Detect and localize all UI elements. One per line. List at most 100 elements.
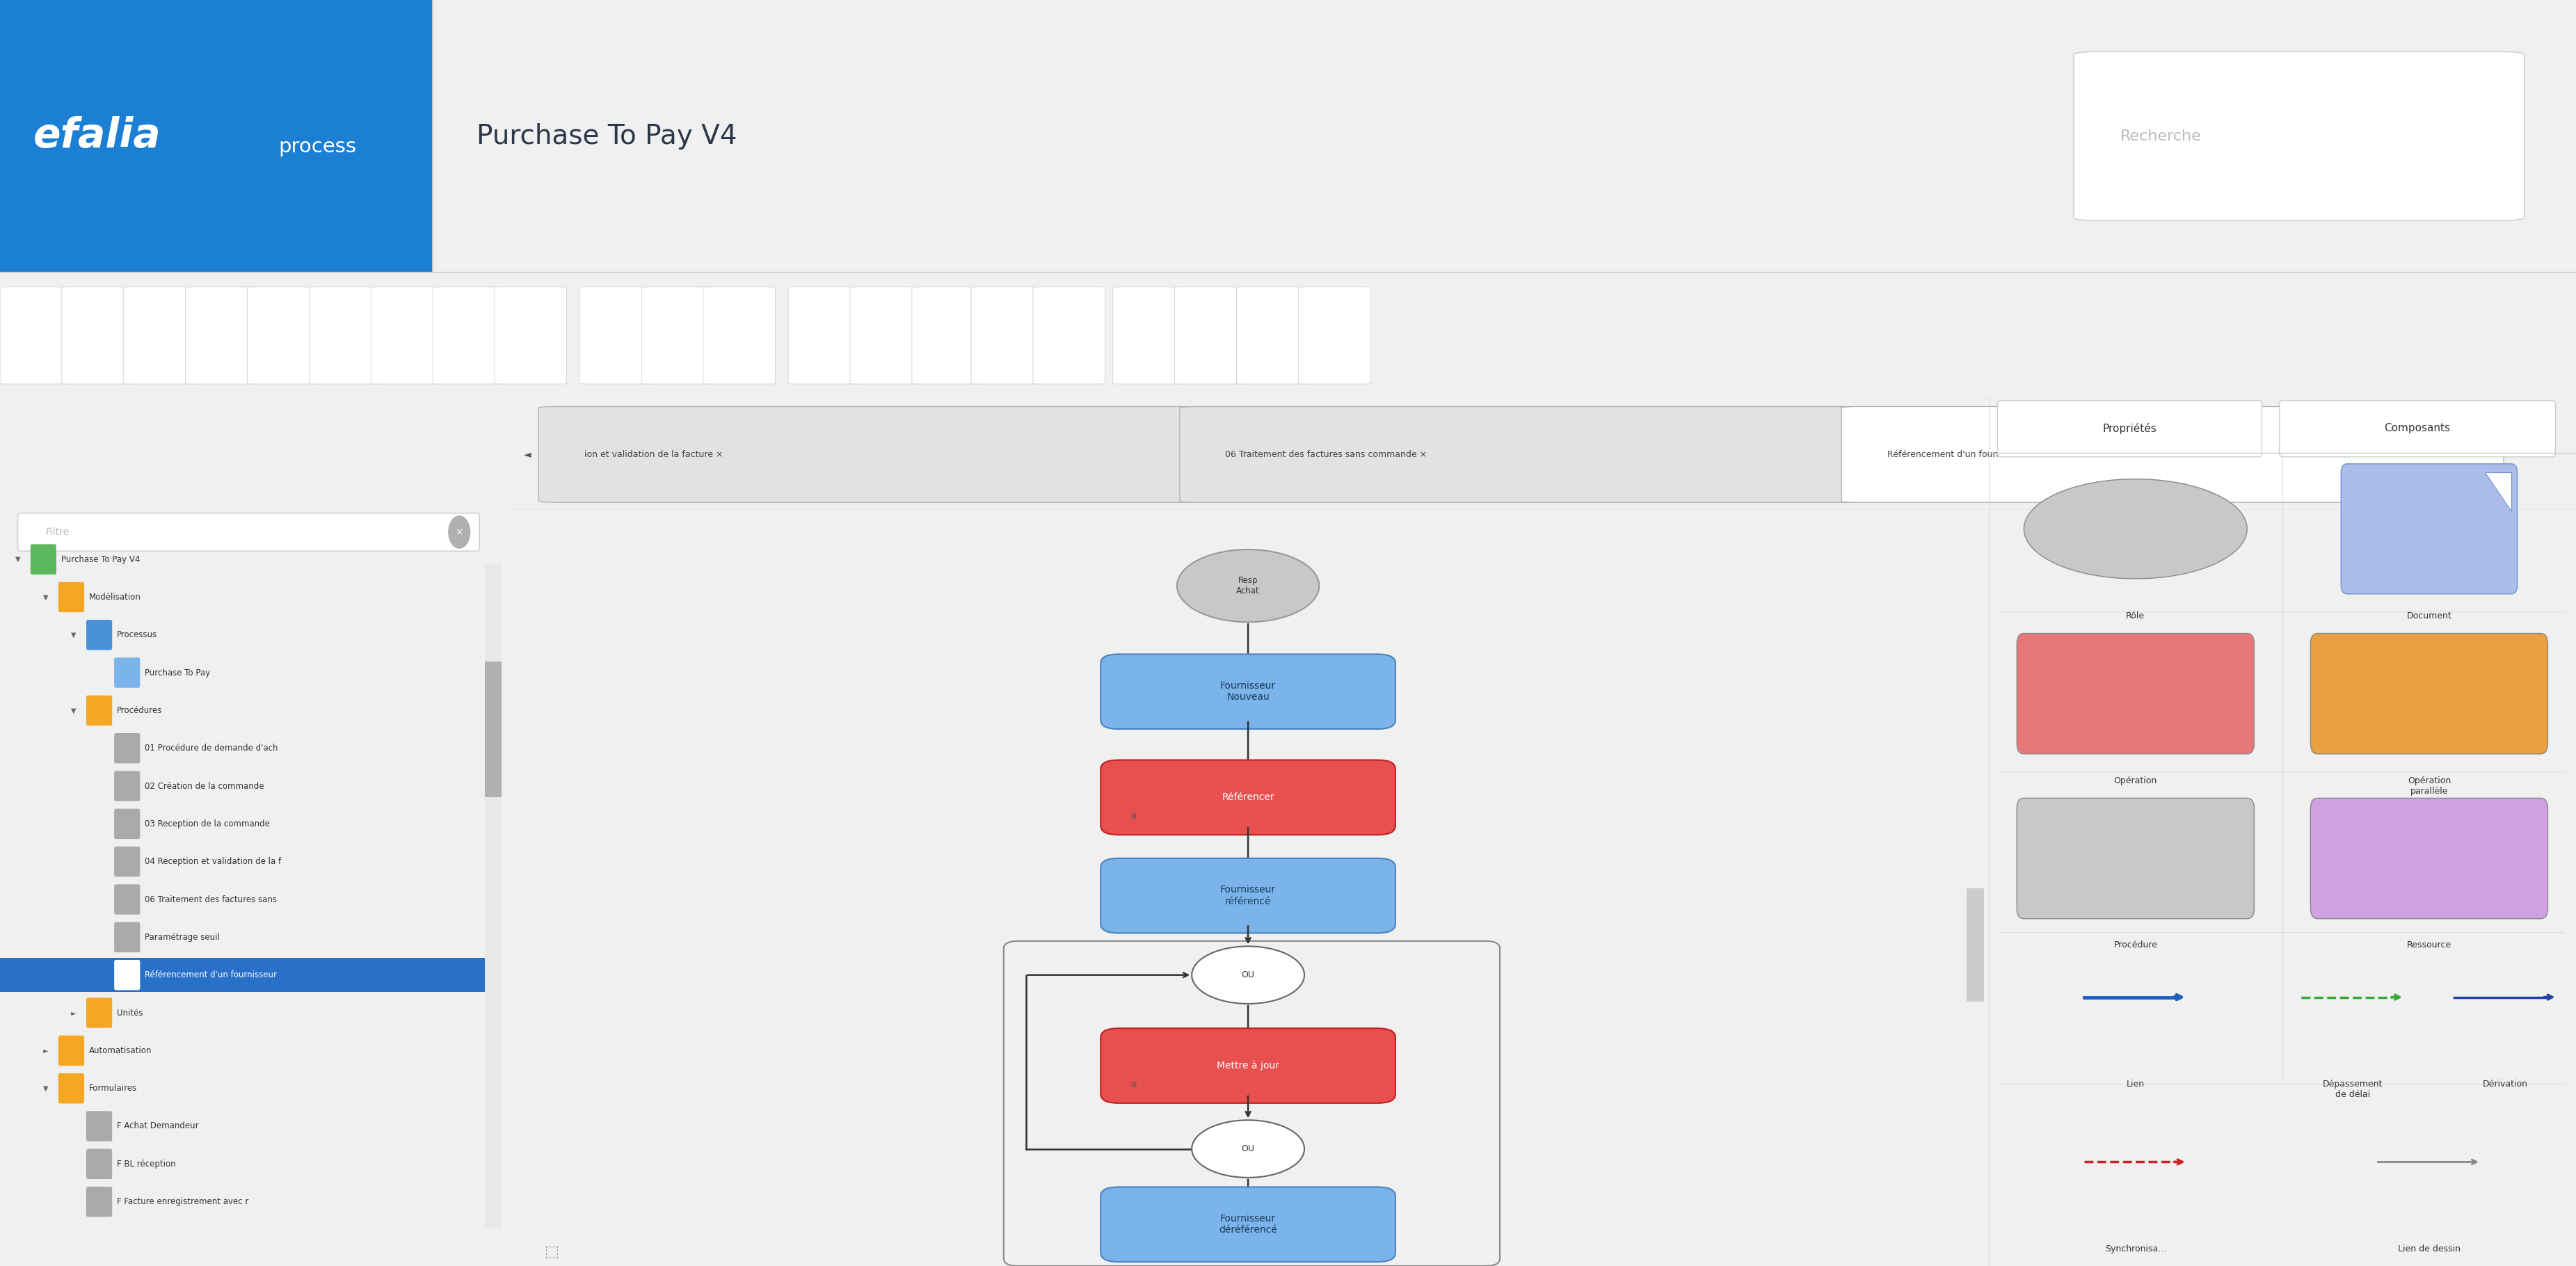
FancyBboxPatch shape bbox=[1180, 406, 1862, 503]
Text: Recherche: Recherche bbox=[2120, 129, 2202, 143]
Text: process: process bbox=[278, 137, 355, 157]
Bar bbox=[1965, 889, 1984, 1001]
FancyBboxPatch shape bbox=[85, 1186, 113, 1217]
FancyBboxPatch shape bbox=[185, 287, 258, 384]
FancyBboxPatch shape bbox=[113, 771, 139, 801]
Text: Procédure: Procédure bbox=[2112, 941, 2159, 950]
Text: Composants: Composants bbox=[2385, 423, 2450, 433]
FancyBboxPatch shape bbox=[85, 695, 113, 725]
Text: Purchase To Pay V4: Purchase To Pay V4 bbox=[62, 555, 139, 563]
Text: ▼: ▼ bbox=[15, 556, 21, 563]
Circle shape bbox=[1193, 1120, 1303, 1177]
FancyBboxPatch shape bbox=[1100, 1188, 1396, 1262]
Text: Propriétés: Propriétés bbox=[2102, 423, 2156, 434]
Text: Fournisseur
référencé: Fournisseur référencé bbox=[1221, 885, 1275, 906]
FancyBboxPatch shape bbox=[31, 544, 57, 575]
Text: Filtre: Filtre bbox=[46, 527, 70, 537]
Ellipse shape bbox=[2025, 479, 2246, 579]
Text: ⚙: ⚙ bbox=[1131, 813, 1136, 820]
FancyBboxPatch shape bbox=[1100, 858, 1396, 933]
FancyBboxPatch shape bbox=[2280, 400, 2555, 457]
Text: Dérivation: Dérivation bbox=[2483, 1080, 2527, 1089]
Text: ►: ► bbox=[44, 1047, 49, 1055]
FancyBboxPatch shape bbox=[2074, 52, 2524, 220]
Text: Référencement d'un fournisseur ×: Référencement d'un fournisseur × bbox=[1888, 449, 2038, 460]
Text: F Achat Demandeur: F Achat Demandeur bbox=[116, 1122, 198, 1131]
Text: Opération
parallèle: Opération parallèle bbox=[2409, 776, 2450, 795]
FancyBboxPatch shape bbox=[113, 657, 139, 687]
FancyBboxPatch shape bbox=[85, 1112, 113, 1141]
FancyBboxPatch shape bbox=[85, 620, 113, 649]
Text: 06 Traitement des factures sans: 06 Traitement des factures sans bbox=[144, 895, 276, 904]
FancyBboxPatch shape bbox=[2311, 798, 2548, 919]
Bar bbox=[0, 958, 484, 993]
Text: Formulaires: Formulaires bbox=[88, 1084, 137, 1093]
FancyBboxPatch shape bbox=[641, 287, 714, 384]
Text: ▼: ▼ bbox=[44, 594, 49, 600]
Text: Resp
Achat: Resp Achat bbox=[1236, 576, 1260, 595]
Text: OU: OU bbox=[1242, 971, 1255, 980]
Text: Purchase To Pay V4: Purchase To Pay V4 bbox=[477, 123, 737, 149]
FancyBboxPatch shape bbox=[433, 287, 505, 384]
FancyBboxPatch shape bbox=[113, 733, 139, 763]
FancyBboxPatch shape bbox=[1033, 287, 1105, 384]
Text: 06 Traitement des factures sans commande ×: 06 Traitement des factures sans commande… bbox=[1226, 449, 1427, 460]
Text: Rôle: Rôle bbox=[2125, 611, 2146, 620]
FancyBboxPatch shape bbox=[1100, 1028, 1396, 1103]
Text: Mettre à jour: Mettre à jour bbox=[1216, 1061, 1280, 1071]
FancyBboxPatch shape bbox=[62, 287, 134, 384]
FancyBboxPatch shape bbox=[113, 809, 139, 839]
Text: F BL réception: F BL réception bbox=[116, 1160, 175, 1169]
Text: Fournisseur
déréférencé: Fournisseur déréférencé bbox=[1218, 1214, 1278, 1234]
Text: Lien: Lien bbox=[2125, 1080, 2146, 1089]
FancyBboxPatch shape bbox=[113, 885, 139, 914]
Text: Procédures: Procédures bbox=[116, 706, 162, 715]
FancyBboxPatch shape bbox=[0, 287, 72, 384]
FancyBboxPatch shape bbox=[971, 287, 1043, 384]
Text: ◄: ◄ bbox=[523, 449, 531, 460]
FancyBboxPatch shape bbox=[2017, 633, 2254, 755]
Text: Modélisation: Modélisation bbox=[88, 592, 142, 601]
Bar bbox=[484, 661, 502, 798]
Text: Dépassement
de délai: Dépassement de délai bbox=[2324, 1080, 2383, 1099]
Text: Lien de dessin: Lien de dessin bbox=[2398, 1244, 2460, 1253]
Text: 01 Procédure de demande d'ach: 01 Procédure de demande d'ach bbox=[144, 743, 278, 753]
FancyBboxPatch shape bbox=[247, 287, 319, 384]
Circle shape bbox=[1177, 549, 1319, 622]
Text: Fournisseur
Nouveau: Fournisseur Nouveau bbox=[1221, 681, 1275, 703]
FancyBboxPatch shape bbox=[113, 960, 139, 990]
Text: 04 Reception et validation de la f: 04 Reception et validation de la f bbox=[144, 857, 281, 866]
Text: Automatisation: Automatisation bbox=[88, 1046, 152, 1055]
FancyBboxPatch shape bbox=[580, 287, 652, 384]
FancyBboxPatch shape bbox=[59, 1074, 85, 1104]
FancyBboxPatch shape bbox=[309, 287, 381, 384]
Text: F Facture enregistrement avec r: F Facture enregistrement avec r bbox=[116, 1198, 247, 1206]
Text: ▼: ▼ bbox=[72, 706, 77, 714]
Text: Unités: Unités bbox=[116, 1008, 142, 1018]
Text: ▼: ▼ bbox=[72, 632, 77, 638]
FancyBboxPatch shape bbox=[2017, 798, 2254, 919]
Text: ×: × bbox=[456, 527, 464, 537]
FancyBboxPatch shape bbox=[1100, 760, 1396, 834]
Circle shape bbox=[1193, 946, 1303, 1004]
FancyBboxPatch shape bbox=[788, 287, 860, 384]
FancyBboxPatch shape bbox=[59, 1036, 85, 1066]
Text: OU: OU bbox=[1242, 1144, 1255, 1153]
FancyBboxPatch shape bbox=[1842, 406, 2504, 503]
Bar bbox=[0, 0, 433, 272]
Text: Ressource: Ressource bbox=[2406, 941, 2452, 950]
Bar bbox=[484, 563, 502, 1228]
FancyBboxPatch shape bbox=[59, 582, 85, 613]
Text: ▼: ▼ bbox=[44, 1085, 49, 1091]
FancyBboxPatch shape bbox=[912, 287, 984, 384]
Text: Purchase To Pay: Purchase To Pay bbox=[144, 668, 211, 677]
Text: ion et validation de la facture ×: ion et validation de la facture × bbox=[585, 449, 724, 460]
FancyBboxPatch shape bbox=[703, 287, 775, 384]
Text: ⚙: ⚙ bbox=[1131, 1081, 1136, 1089]
FancyBboxPatch shape bbox=[1298, 287, 1370, 384]
FancyBboxPatch shape bbox=[371, 287, 443, 384]
FancyBboxPatch shape bbox=[1996, 400, 2262, 457]
Polygon shape bbox=[2486, 472, 2512, 511]
Text: Document: Document bbox=[2406, 611, 2452, 620]
Text: 03 Reception de la commande: 03 Reception de la commande bbox=[144, 819, 270, 828]
